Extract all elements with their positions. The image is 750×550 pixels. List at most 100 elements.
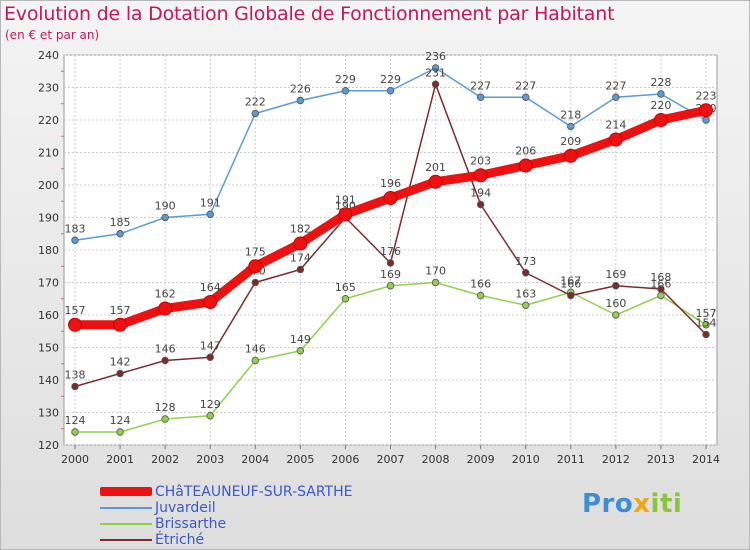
series-1-point-2011	[567, 122, 575, 131]
series-3-point-2013	[657, 285, 665, 293]
y-tick-label-230: 230	[38, 82, 59, 95]
series-0-point-2003	[203, 295, 218, 309]
series-2-point-2002	[161, 415, 169, 423]
x-tick-label-2010: 2010	[512, 453, 540, 466]
legend-label-brissarthe: Brissarthe	[155, 516, 227, 532]
series-1-point-2001	[116, 230, 124, 238]
series-1-point-2009	[476, 93, 485, 101]
series-2-label-2007: 169	[380, 268, 401, 281]
series-0-label-2002: 162	[155, 288, 176, 301]
series-0-point-2007	[383, 191, 398, 205]
chart-title: Evolution de la Dotation Globale de Fonc…	[4, 3, 615, 25]
series-3-label-2014: 154	[696, 317, 717, 330]
series-1-label-2010: 227	[515, 79, 536, 92]
series-1-point-2012	[612, 93, 620, 101]
series-1-point-2005	[296, 96, 305, 105]
series-2-point-2010	[522, 301, 530, 309]
series-3-point-2000	[71, 382, 79, 391]
legend-swatch-chateauneuf	[100, 487, 152, 496]
brand-part-3: iti	[650, 489, 683, 519]
series-0-label-2004: 175	[245, 245, 266, 258]
legend-swatch-brissarthe	[100, 523, 152, 525]
series-1-label-2005: 226	[290, 83, 311, 96]
series-3-point-2004	[251, 278, 259, 287]
series-3-point-2014	[702, 330, 710, 339]
series-2-label-2000: 124	[65, 414, 86, 427]
series-2-point-2005	[296, 347, 305, 355]
series-1-label-2001: 185	[110, 216, 131, 229]
x-tick-label-2009: 2009	[467, 453, 495, 466]
series-1-point-2004	[251, 109, 259, 118]
series-0-point-2014	[699, 103, 713, 118]
proxiti-logo: Proxiti	[582, 489, 682, 519]
series-3-label-2005: 174	[290, 252, 311, 265]
series-0-label-2012: 214	[605, 119, 626, 132]
series-3-label-2001: 142	[110, 356, 131, 369]
series-2-point-2012	[612, 311, 620, 319]
series-1-label-2002: 190	[155, 200, 176, 213]
series-0-label-2003: 164	[200, 281, 221, 294]
series-1-point-2014	[702, 116, 710, 124]
y-tick-label-210: 210	[38, 147, 59, 160]
x-tick-label-2004: 2004	[241, 453, 269, 466]
x-tick-label-2013: 2013	[647, 453, 675, 466]
x-tick-label-2012: 2012	[602, 453, 630, 466]
series-1-label-2006: 229	[335, 73, 356, 86]
series-3-label-2002: 146	[155, 343, 176, 356]
series-0-label-2006: 191	[335, 193, 356, 206]
x-tick-label-2001: 2001	[106, 453, 134, 466]
series-0-label-2008: 201	[425, 161, 446, 174]
series-3-label-2012: 169	[605, 268, 626, 281]
legend-label-chateauneuf: CHâTEAUNEUF-SUR-SARTHE	[155, 484, 353, 500]
x-tick-label-2011: 2011	[557, 453, 585, 466]
series-2-label-2002: 128	[155, 401, 176, 414]
series-0-label-2011: 209	[560, 135, 581, 148]
series-1-label-2011: 218	[560, 109, 581, 122]
series-1-label-2013: 228	[650, 76, 671, 89]
series-2-point-2001	[116, 428, 124, 436]
y-tick-label-170: 170	[38, 277, 59, 290]
y-tick-label-140: 140	[38, 374, 59, 387]
series-2-point-2007	[386, 282, 395, 290]
y-tick-label-160: 160	[38, 309, 59, 322]
series-0-point-2000	[68, 317, 82, 332]
series-0-point-2010	[518, 158, 533, 173]
series-2-point-2008	[431, 278, 440, 287]
series-0-point-2005	[293, 236, 308, 251]
x-tick-label-2008: 2008	[422, 453, 450, 466]
y-tick-label-220: 220	[38, 114, 59, 127]
series-3-label-2003: 147	[200, 339, 221, 352]
series-3-point-2001	[116, 369, 124, 378]
series-3-point-2011	[567, 291, 575, 300]
x-tick-label-2007: 2007	[377, 453, 405, 466]
series-2-label-2008: 170	[425, 265, 446, 278]
series-2-label-2013: 166	[650, 278, 671, 291]
brand-part-1: Pro	[582, 489, 634, 519]
series-2-label-2010: 163	[515, 287, 536, 300]
series-1-point-2013	[657, 90, 665, 98]
series-0-point-2012	[608, 132, 623, 147]
brand-part-2: x	[633, 489, 651, 519]
series-1-point-2010	[522, 93, 530, 101]
series-2-label-2003: 129	[200, 398, 221, 411]
series-3-point-2002	[161, 356, 169, 365]
series-1-label-2012: 227	[605, 79, 626, 92]
series-3-point-2009	[476, 200, 485, 209]
x-tick-label-2006: 2006	[331, 453, 359, 466]
series-1-point-2006	[341, 87, 350, 95]
series-0-label-2010: 206	[515, 145, 536, 158]
series-2-point-2000	[71, 428, 79, 436]
series-3-point-2012	[612, 282, 620, 290]
x-tick-label-2000: 2000	[61, 453, 89, 466]
y-tick-label-130: 130	[38, 407, 59, 420]
series-2-point-2004	[251, 356, 259, 365]
series-0-label-2009: 203	[470, 154, 491, 167]
series-0-point-2011	[563, 148, 578, 163]
series-3-label-2007: 176	[380, 245, 401, 258]
series-1-label-2007: 229	[380, 73, 401, 86]
series-0-point-2009	[473, 168, 488, 183]
series-0-label-2001: 157	[110, 304, 131, 317]
series-1-label-2003: 191	[200, 196, 221, 209]
series-2-label-2001: 124	[110, 414, 131, 427]
series-0-label-2005: 182	[290, 223, 311, 236]
